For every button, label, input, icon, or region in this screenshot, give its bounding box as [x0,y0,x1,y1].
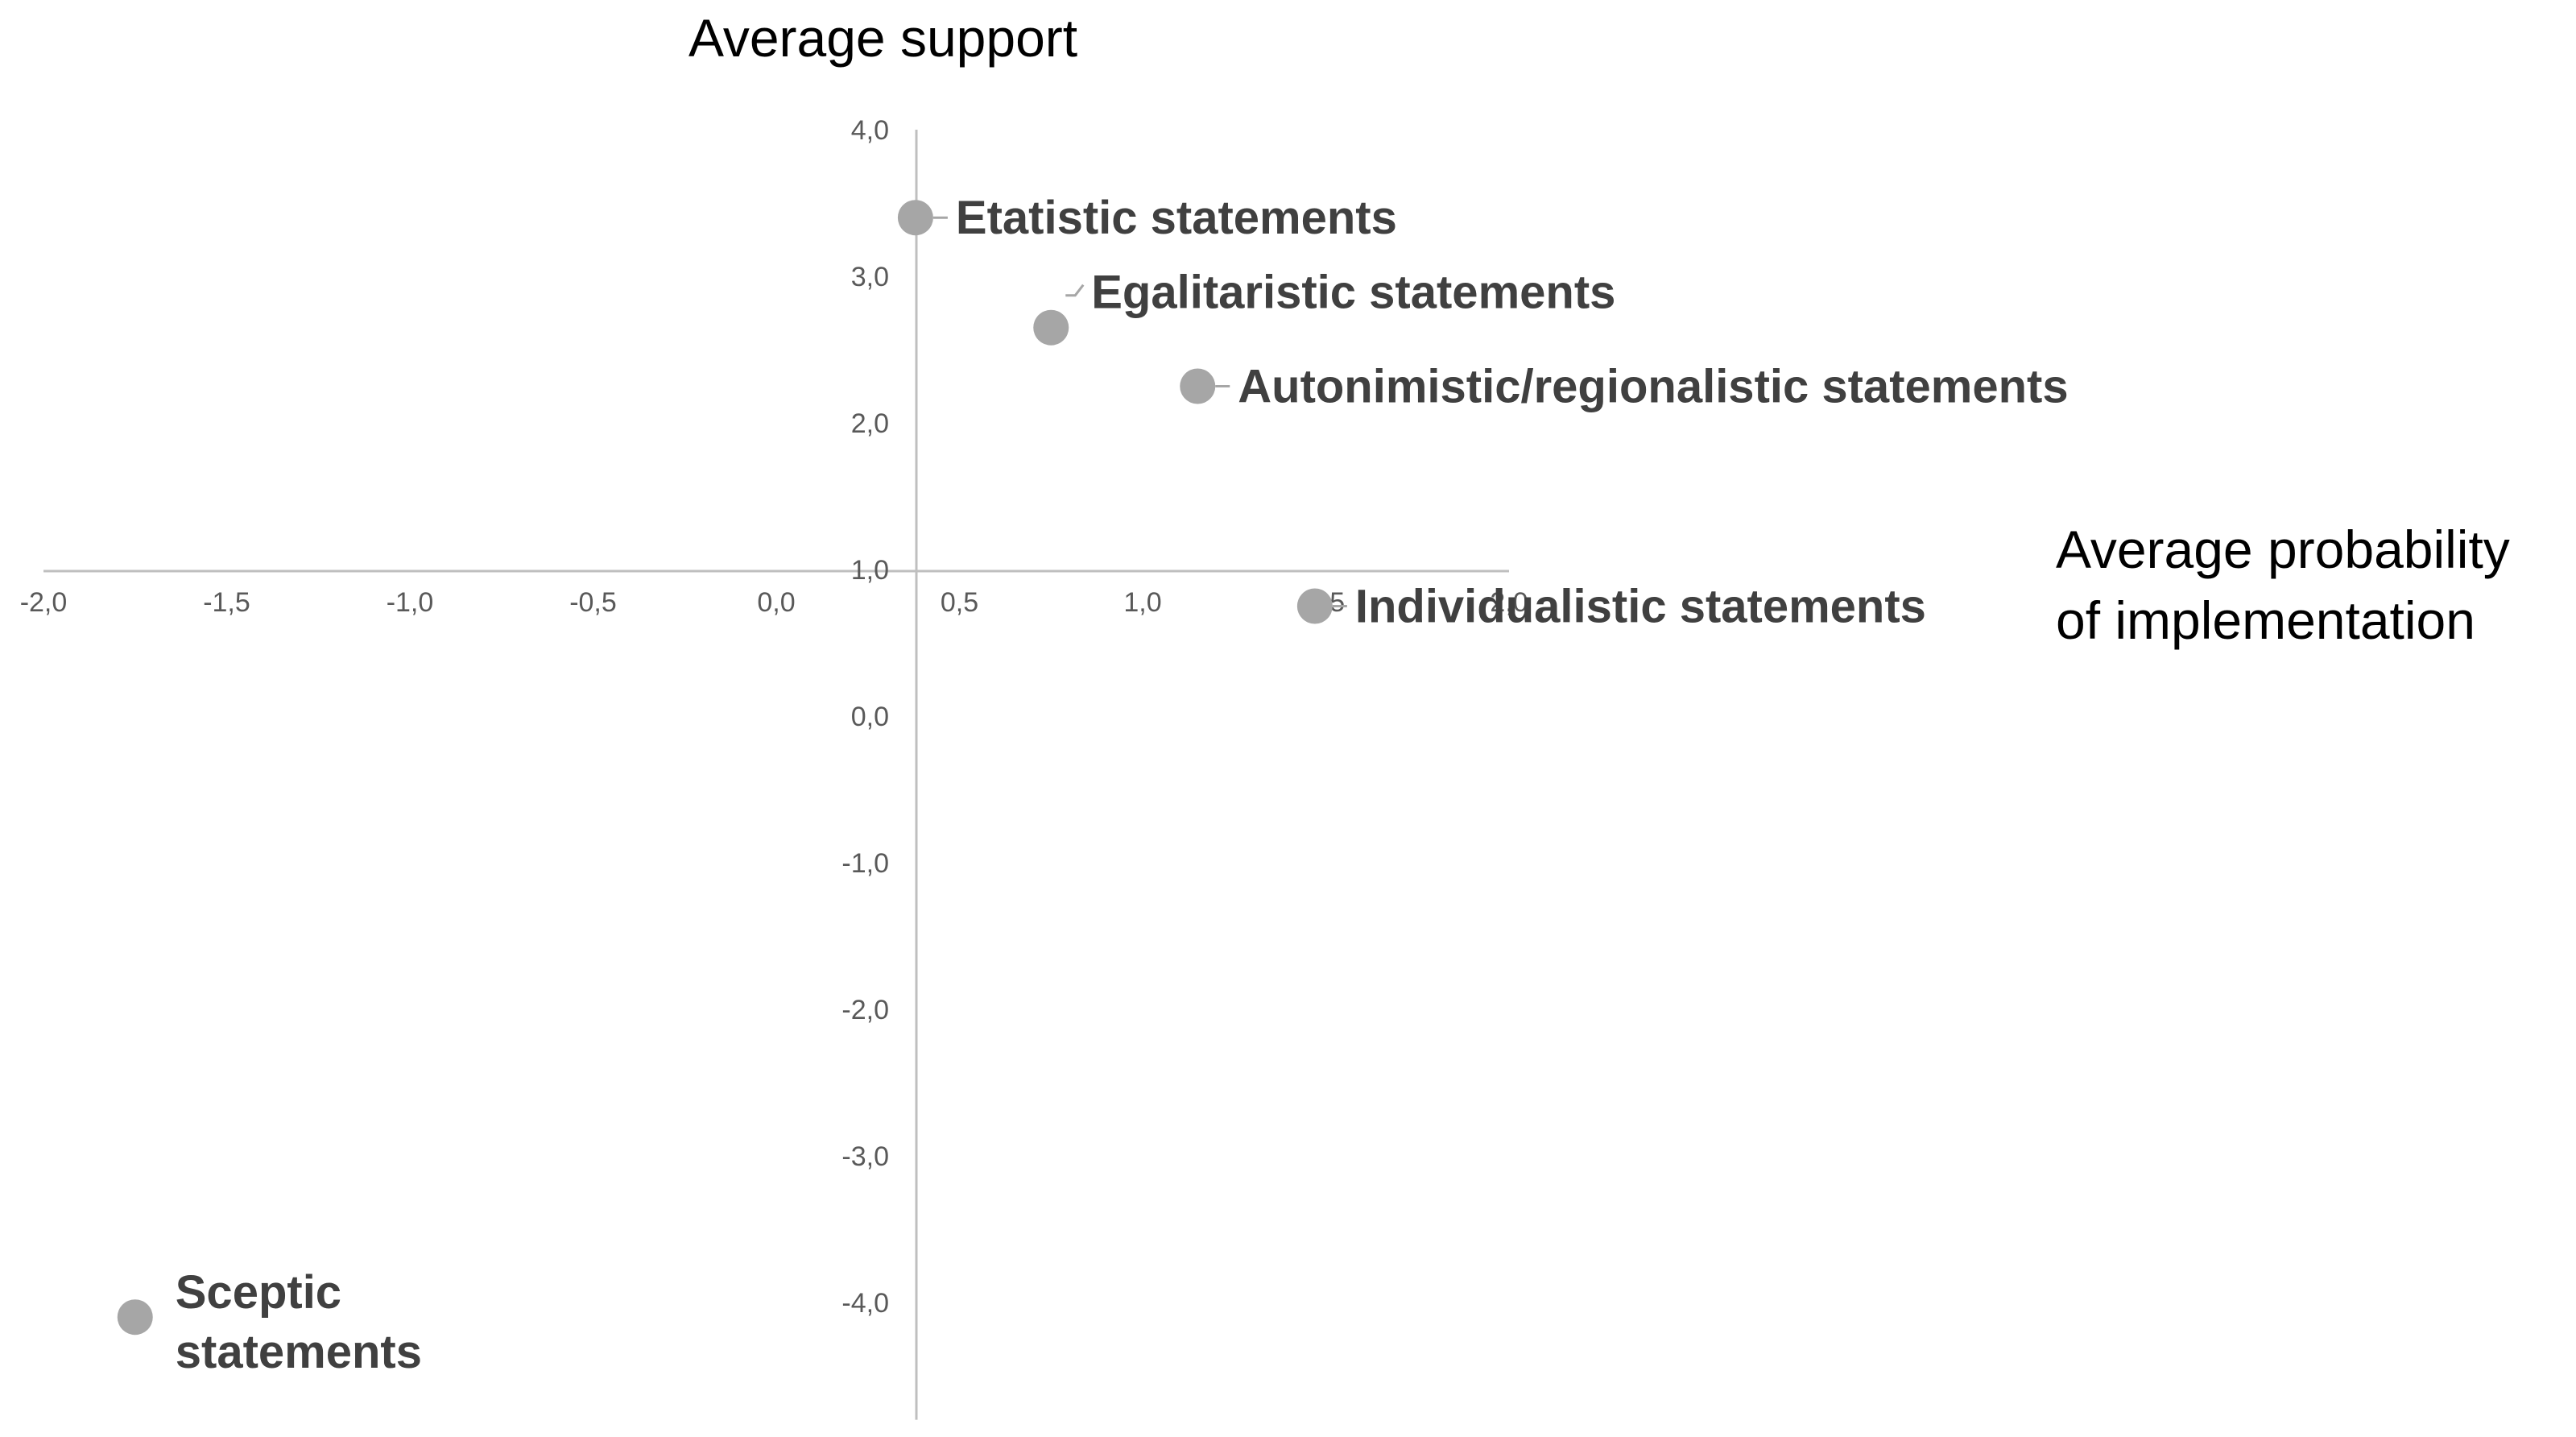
x-tick-label: -0,5 [569,587,617,618]
y-tick-label: -1,0 [841,848,889,879]
ticks-layer: -2,0-1,5-1,0-0,50,00,51,01,52,04,03,02,0… [20,115,1528,1319]
y-tick-label: -3,0 [841,1141,889,1172]
data-point [1033,309,1069,346]
data-label: Egalitaristic statements [1091,267,1615,319]
leaders-layer [932,216,1347,607]
label-leader-line [1065,284,1085,297]
data-label: Sceptic statements [176,1266,422,1378]
y-tick-label: -2,0 [841,995,889,1025]
data-point [117,1299,153,1336]
y-tick-label: 4,0 [851,115,889,146]
x-tick-label: 0,5 [941,587,978,618]
data-point [1296,588,1333,624]
data-point [1180,368,1216,404]
data-label: Etatistic statements [956,192,1397,244]
y-tick-label: 1,0 [851,555,889,586]
y-tick-label: 2,0 [851,408,889,439]
points-layer [117,200,1333,1336]
data-label: Individualistic statements [1355,581,1926,633]
axes-layer [43,130,1509,1420]
y-axis-title: Average support [688,8,1077,68]
x-tick-label: -1,5 [203,587,250,618]
y-tick-label: 3,0 [851,262,889,292]
x-tick-label: 0,0 [757,587,795,618]
data-label: Autonimistic/regionalistic statements [1238,361,2068,413]
y-tick-label: -4,0 [841,1288,889,1319]
x-tick-label: -2,0 [20,587,68,618]
data-point [897,200,933,236]
x-tick-label: -1,0 [387,587,434,618]
x-tick-label: 1,0 [1123,587,1161,618]
x-axis-title: Average probability of implementation [2056,520,2510,650]
y-tick-label: 0,0 [851,702,889,732]
x-tick-label: 2,0 [1490,587,1528,618]
labels-layer: Etatistic statements Egalitaristic statem… [176,192,2069,1378]
